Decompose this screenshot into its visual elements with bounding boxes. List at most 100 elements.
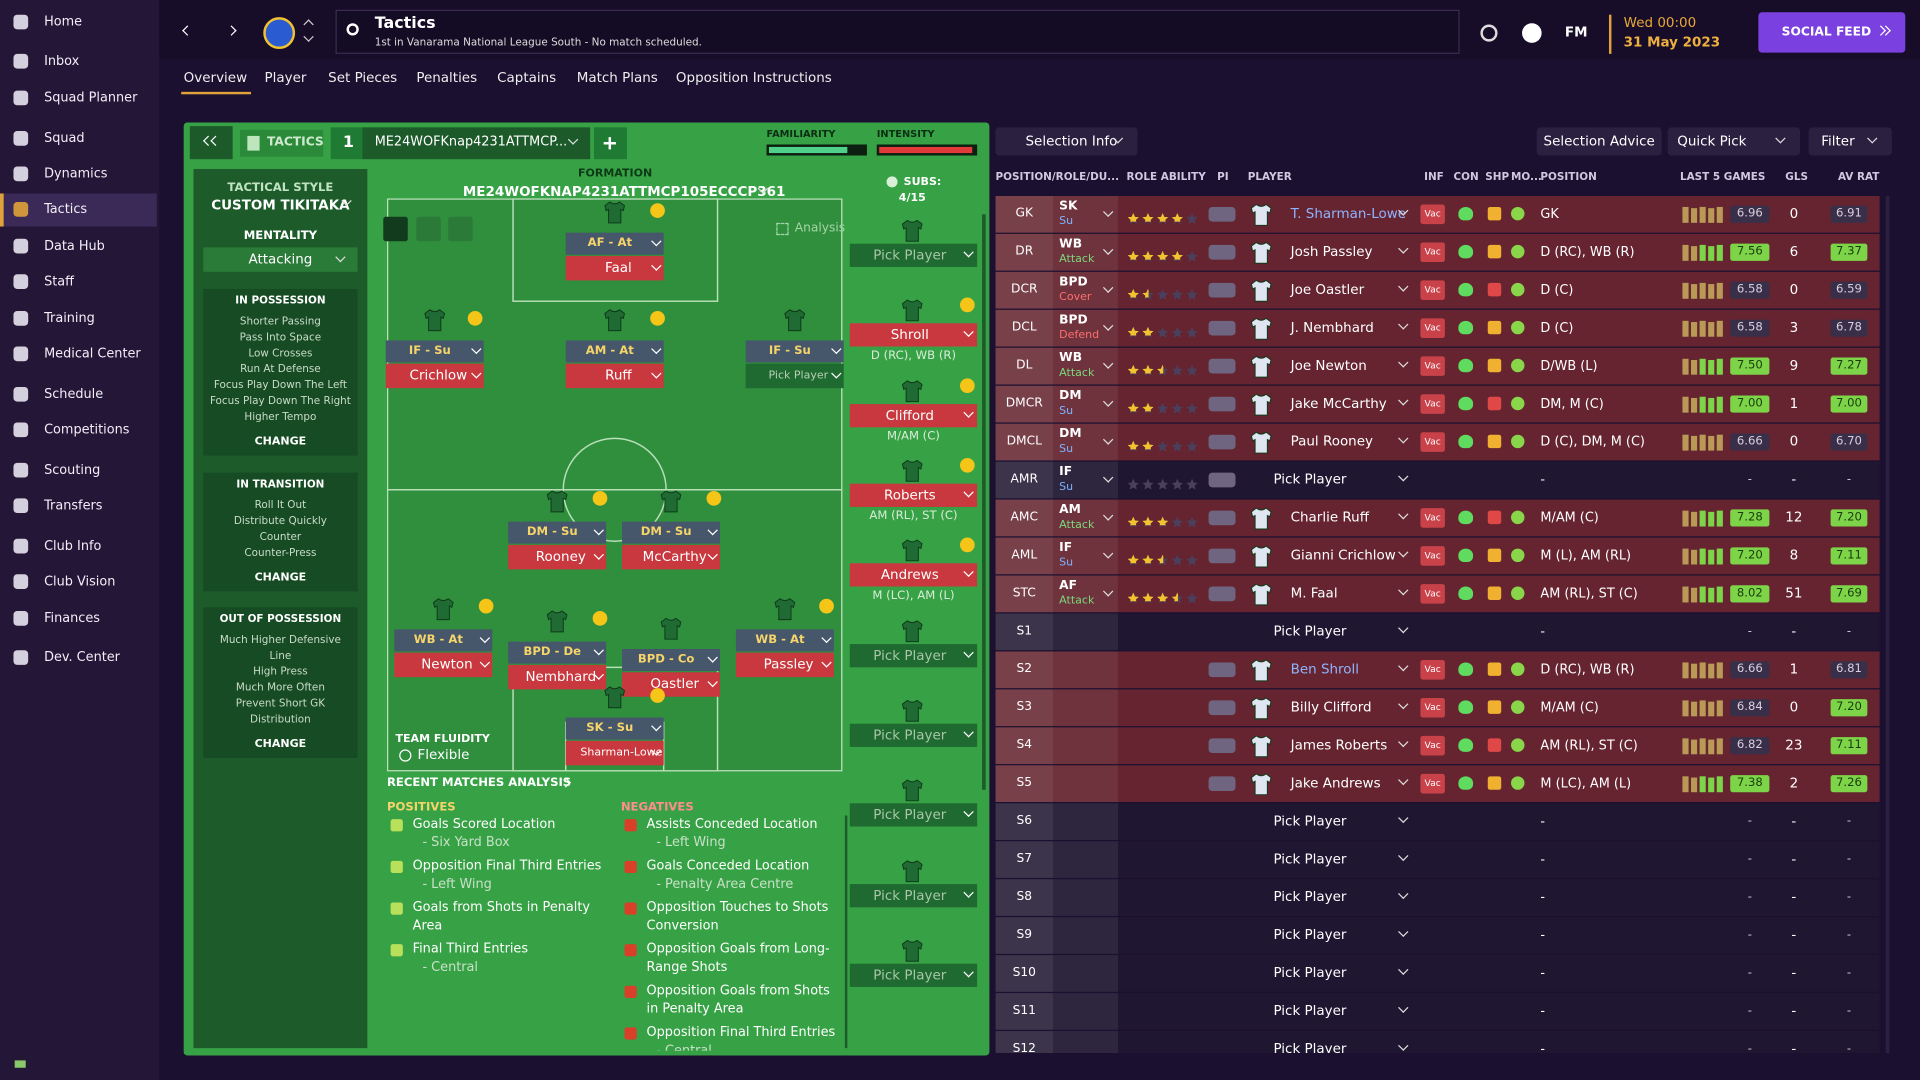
- table-row[interactable]: S11 Pick Player - - - -: [995, 993, 1880, 1030]
- social-feed-button[interactable]: SOCIAL FEED: [1758, 12, 1906, 53]
- bench-slot[interactable]: Pick Player: [849, 884, 978, 908]
- nav-item[interactable]: Competitions: [44, 422, 130, 438]
- table-row[interactable]: DMCL DM Su Paul Rooney Vac D (C), DM, M (C) 6.…: [995, 423, 1880, 461]
- table-row[interactable]: DCR BPD Cover Joe Oastler Vac D (C) 6.58 0 6.59: [995, 271, 1880, 309]
- role-box[interactable]: WB - At: [394, 629, 493, 652]
- decoration: [1127, 516, 1139, 526]
- role-box[interactable]: BPD - Co: [622, 648, 720, 672]
- analysis-button[interactable]: Analysis: [794, 221, 846, 236]
- nav-item[interactable]: Staff: [44, 274, 75, 289]
- name-box[interactable]: Nembhard: [508, 664, 607, 690]
- table-row[interactable]: AMR IF Su Pick Player - - - -: [995, 461, 1880, 499]
- table-row[interactable]: S2 Ben Shroll Vac D (RC), WB (R) 6.66 1 6.81: [995, 651, 1880, 689]
- mentality-dropdown[interactable]: [203, 247, 358, 272]
- nav-item[interactable]: Tactics: [44, 202, 88, 217]
- table-row[interactable]: AMC AM Attack Charlie Ruff Vac M/AM (C) 7.28 12…: [995, 499, 1880, 537]
- role-box[interactable]: DM - Su: [622, 521, 720, 544]
- tab[interactable]: Penalties: [416, 69, 478, 86]
- collapse-button[interactable]: [189, 126, 233, 160]
- nav-item[interactable]: Squad: [44, 131, 85, 146]
- nav-item[interactable]: Medical Center: [44, 346, 141, 362]
- bench-slot[interactable]: Pick Player: [849, 644, 978, 668]
- tab[interactable]: Overview: [183, 69, 248, 86]
- tab[interactable]: Player: [264, 69, 307, 86]
- nav-item[interactable]: Club Vision: [44, 574, 116, 589]
- table-row[interactable]: S7 Pick Player - - - -: [995, 841, 1880, 878]
- role-box[interactable]: SK - Su: [565, 717, 664, 740]
- tab[interactable]: Set Pieces: [328, 69, 398, 86]
- table-row[interactable]: STC AF Attack M. Faal Vac AM (RL), ST (C) 8.02…: [995, 575, 1880, 613]
- table-row[interactable]: DR WB Attack Josh Passley Vac D (RC), WB (R) 7…: [995, 233, 1880, 271]
- change-button[interactable]: CHANGE: [254, 571, 307, 585]
- name-box[interactable]: Rooney: [508, 544, 607, 570]
- view-toggle[interactable]: [416, 216, 441, 242]
- selection-advice[interactable]: Selection Advice: [1536, 127, 1662, 156]
- bench-slot[interactable]: Clifford: [849, 404, 978, 428]
- name-box[interactable]: McCarthy: [622, 544, 720, 570]
- table-row[interactable]: S1 Pick Player - - - -: [995, 613, 1880, 651]
- name-box[interactable]: Passley: [735, 652, 834, 678]
- view-toggle[interactable]: [448, 216, 473, 242]
- bench-slot[interactable]: Pick Player: [849, 243, 978, 267]
- role-box[interactable]: DM - Su: [508, 521, 607, 544]
- role-box[interactable]: AM - At: [565, 340, 664, 363]
- table-row[interactable]: S4 James Roberts Vac AM (RL), ST (C) 6.82 23 7…: [995, 727, 1880, 765]
- tab[interactable]: Opposition Instructions: [675, 69, 832, 86]
- name-box[interactable]: Pick Player: [745, 363, 844, 389]
- tactic-dropdown[interactable]: [362, 127, 591, 160]
- name-box[interactable]: Oastler: [622, 672, 720, 697]
- role-box[interactable]: BPD - De: [508, 641, 607, 664]
- nav-item[interactable]: Home: [44, 14, 83, 30]
- name-box[interactable]: Ruff: [565, 363, 664, 389]
- table-row[interactable]: S5 Jake Andrews Vac M (LC), AM (L) 7.38 2 7.26: [995, 765, 1880, 803]
- bench-slot[interactable]: Shroll: [849, 323, 978, 347]
- nav-item[interactable]: Transfers: [44, 498, 103, 514]
- name-box[interactable]: Crichlow: [385, 363, 484, 389]
- world-icon[interactable]: [1480, 24, 1498, 42]
- bench-slot[interactable]: Pick Player: [849, 723, 978, 747]
- table-row[interactable]: S3 Billy Clifford Vac M/AM (C) 6.84 0 7.20: [995, 689, 1880, 727]
- name-box[interactable]: Faal: [565, 255, 664, 281]
- quick-pick[interactable]: Quick Pick: [1667, 127, 1800, 156]
- bench-slot[interactable]: Pick Player: [849, 803, 978, 827]
- nav-item[interactable]: Dynamics: [44, 166, 108, 182]
- analysis-title[interactable]: RECENT MATCHES ANALYSIS: [386, 776, 572, 790]
- table-row[interactable]: S12 Pick Player - - - -: [995, 1031, 1880, 1054]
- tab[interactable]: Captains: [497, 69, 557, 86]
- table-row[interactable]: S10 Pick Player - - - -: [995, 955, 1880, 992]
- nav-item[interactable]: Inbox: [44, 53, 80, 69]
- view-toggle[interactable]: [383, 216, 408, 242]
- selection-info[interactable]: Selection Info: [995, 127, 1138, 156]
- role-box[interactable]: IF - Su: [385, 340, 484, 363]
- tab[interactable]: Match Plans: [576, 69, 658, 86]
- nav-item[interactable]: Club Info: [44, 538, 102, 554]
- name-box[interactable]: Newton: [394, 652, 493, 678]
- nav-item[interactable]: Training: [44, 311, 95, 326]
- bench-slot[interactable]: Andrews: [849, 563, 978, 587]
- change-button[interactable]: CHANGE: [254, 738, 307, 751]
- nav-item[interactable]: Finances: [44, 611, 100, 626]
- role-box[interactable]: IF - Su: [745, 340, 844, 363]
- table-row[interactable]: AML IF Su Gianni Crichlow Vac M (L), AM (RL) 7…: [995, 537, 1880, 575]
- name-box[interactable]: Sharman-Lowe: [565, 740, 664, 766]
- table-row[interactable]: GK SK Su T. Sharman-Lowe Vac GK 6.96 0 6.91: [995, 195, 1880, 233]
- table-row[interactable]: S9 Pick Player - - - -: [995, 917, 1880, 954]
- nav-item[interactable]: Squad Planner: [44, 90, 138, 106]
- change-button[interactable]: CHANGE: [254, 435, 307, 449]
- bench-slot[interactable]: Roberts: [849, 483, 978, 507]
- nav-item[interactable]: Schedule: [44, 386, 104, 402]
- table-row[interactable]: DL WB Attack Joe Newton Vac D/WB (L) 7.50 9 7.27: [995, 347, 1880, 385]
- table-row[interactable]: DMCR DM Su Jake McCarthy Vac DM, M (C) 7.00 1 7.…: [995, 385, 1880, 423]
- bench-slot[interactable]: Pick Player: [849, 963, 978, 987]
- table-row[interactable]: S6 Pick Player - - - -: [995, 803, 1880, 840]
- table-row[interactable]: DCL BPD Defend J. Nembhard Vac D (C) 6.58 3 6.78: [995, 309, 1880, 347]
- help-icon[interactable]: [1522, 23, 1542, 43]
- nav-item[interactable]: Dev. Center: [44, 650, 120, 665]
- fm-menu[interactable]: FM: [1564, 24, 1588, 41]
- role-box[interactable]: AF - At: [565, 232, 664, 255]
- filter[interactable]: Filter: [1808, 127, 1892, 156]
- role-box[interactable]: WB - At: [735, 629, 834, 652]
- nav-item[interactable]: Data Hub: [44, 238, 105, 254]
- table-row[interactable]: S8 Pick Player - - - -: [995, 879, 1880, 916]
- nav-item[interactable]: Scouting: [44, 462, 101, 478]
